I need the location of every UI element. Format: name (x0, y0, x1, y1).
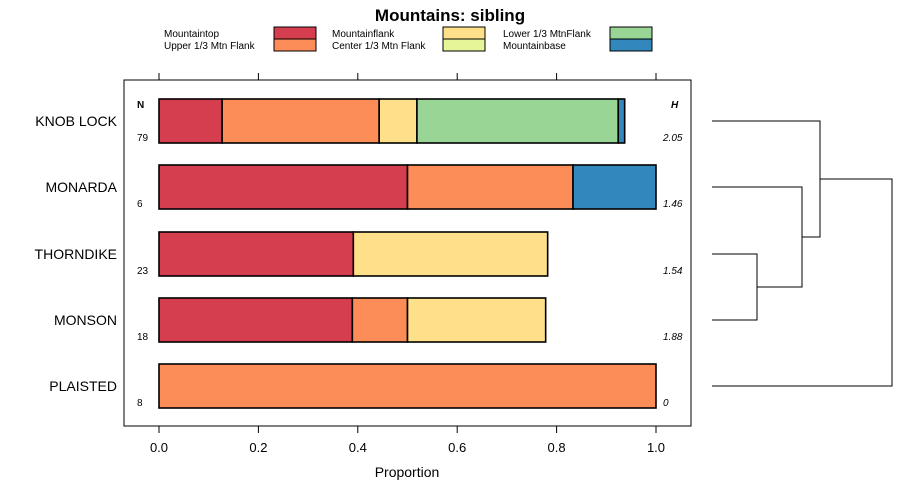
legend-label-lower-1-3-mtnflank: Lower 1/3 MtnFlank (503, 29, 592, 40)
legend-label-mountainflank: Mountainflank (332, 29, 395, 40)
bar-segment-knob-lock-mountainflank (378, 98, 418, 144)
n-values: 79 6 23 18 8 (137, 133, 149, 409)
bar-segment-knob-lock-mountaintop (158, 98, 223, 144)
legend-swatch-upper-1-3-mtn-flank (273, 38, 317, 52)
legend-label-mountaintop: Mountaintop (164, 29, 219, 40)
h-value: 1.54 (663, 266, 683, 277)
dendrogram (712, 120, 893, 387)
x-tick-label: 0.6 (448, 440, 466, 455)
n-value: 8 (137, 398, 143, 409)
n-header: N (137, 100, 144, 111)
legend-swatch-center-1-3-mtn-flank (442, 38, 486, 52)
legend-label-center-1-3-mtn-flank: Center 1/3 Mtn Flank (332, 41, 426, 52)
axis-ticks: 0.0 0.2 0.4 0.6 0.8 1.0 (150, 73, 665, 455)
dendrogram-link (712, 253, 758, 321)
legend-label-upper-1-3-mtn-flank: Upper 1/3 Mtn Flank (164, 41, 256, 52)
h-value: 0 (663, 398, 669, 409)
category-label: KNOB LOCK (35, 113, 117, 129)
n-value: 23 (137, 266, 149, 277)
h-value: 1.46 (663, 199, 683, 210)
category-labels: KNOB LOCK MONARDA THORNDIKE MONSON PLAISTED (35, 113, 118, 394)
bar-segment-thorndike-mountainflank (352, 231, 549, 277)
x-tick-label: 0.0 (150, 440, 168, 455)
bar-segment-monson-upper-1-3-mtn-flank (351, 297, 409, 343)
bar-segment-knob-lock-lower-1-3-mtnflank (416, 98, 620, 144)
h-value: 2.05 (662, 133, 683, 144)
n-value: 18 (137, 332, 149, 343)
bar-segment-monson-mountainflank (406, 297, 547, 343)
legend-swatch-lower-1-3-mtnflank (609, 26, 653, 40)
n-value: 6 (137, 199, 143, 210)
x-tick-label: 0.4 (349, 440, 367, 455)
h-header: H (671, 100, 679, 111)
dendrogram-link (712, 178, 893, 387)
bar-segment-thorndike-mountaintop (158, 231, 355, 277)
bar-segment-monarda-upper-1-3-mtn-flank (406, 164, 574, 210)
bar-segment-knob-lock-upper-1-3-mtn-flank (221, 98, 380, 144)
category-label: MONARDA (45, 179, 117, 195)
chart-title: Mountains: sibling (375, 6, 525, 25)
x-tick-label: 0.8 (548, 440, 566, 455)
x-axis-label: Proportion (375, 464, 440, 480)
bar-segment-knob-lock-mountainbase (617, 98, 626, 144)
legend-swatch-mountaintop (273, 26, 317, 40)
bar-segment-monarda-mountaintop (158, 164, 409, 210)
dendrogram-link (712, 120, 821, 238)
legend-swatch-mountainbase (609, 38, 653, 52)
h-values: 2.05 1.46 1.54 1.88 0 (662, 133, 683, 409)
n-value: 79 (137, 133, 149, 144)
plot-panel (123, 79, 692, 427)
category-label: MONSON (54, 312, 117, 328)
legend-swatch-mountainflank (442, 26, 486, 40)
h-value: 1.88 (663, 332, 683, 343)
bar-segment-monarda-mountainbase (572, 164, 657, 210)
x-tick-label: 1.0 (647, 440, 665, 455)
bars (158, 98, 657, 409)
x-tick-label: 0.2 (249, 440, 267, 455)
bar-segment-plaisted-upper-1-3-mtn-flank (158, 363, 657, 409)
bar-segment-monson-mountaintop (158, 297, 354, 343)
category-label: PLAISTED (49, 378, 117, 394)
legend-label-mountainbase: Mountainbase (503, 41, 566, 52)
category-label: THORNDIKE (35, 246, 117, 262)
